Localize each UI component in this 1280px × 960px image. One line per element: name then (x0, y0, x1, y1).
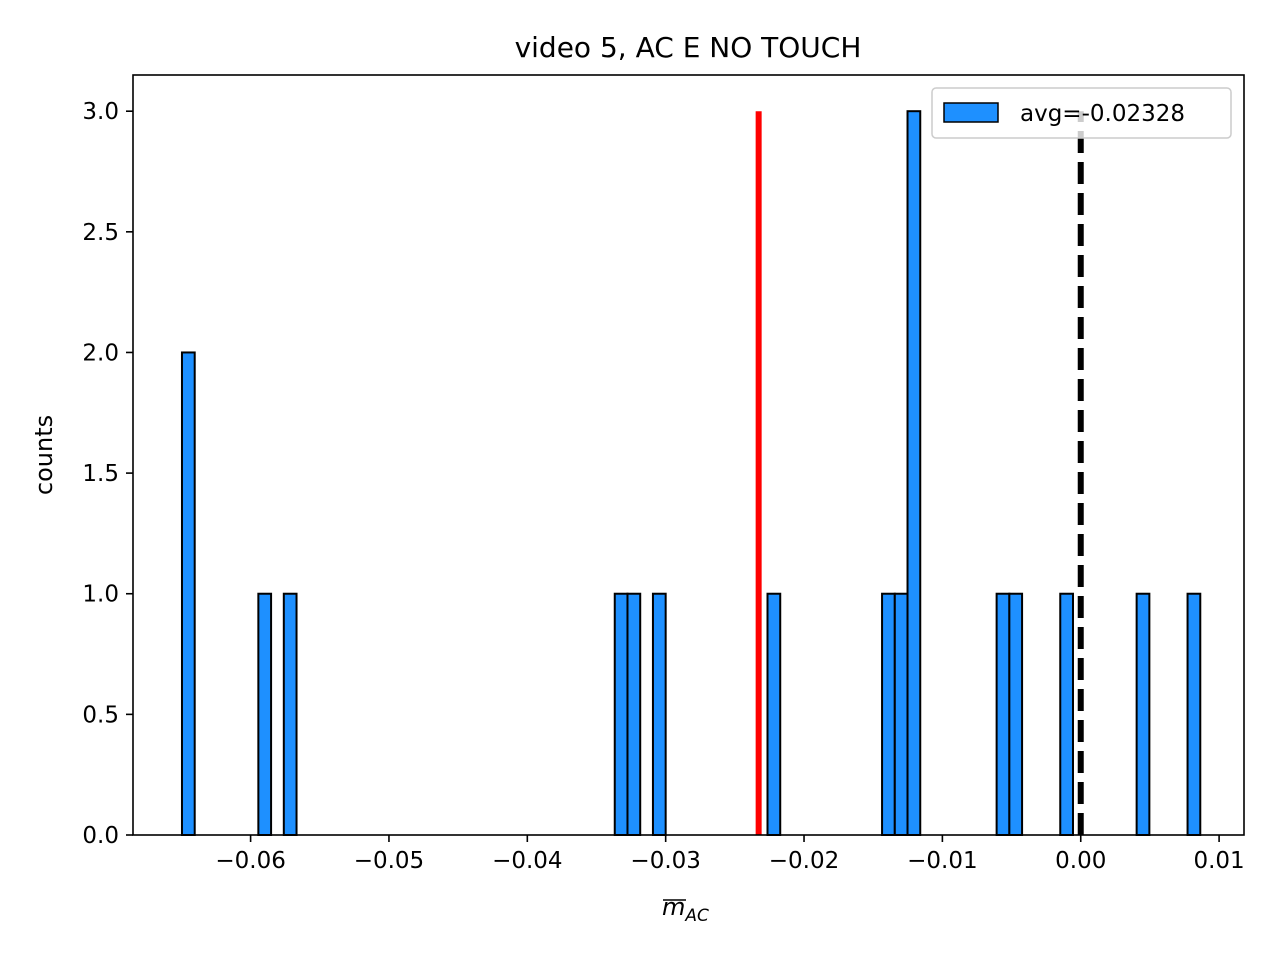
legend-entry-label: avg=-0.02328 (1020, 101, 1185, 127)
histogram-bar (1186, 592, 1202, 836)
histogram-bar (626, 592, 642, 836)
histogram-bar (881, 592, 896, 836)
y-tick-label: 1.5 (82, 461, 119, 487)
histogram-bar (995, 592, 1011, 836)
histogram-bar (1059, 592, 1074, 836)
y-tick-label: 0.0 (82, 823, 119, 849)
histogram-bar (893, 592, 909, 836)
legend: avg=-0.02328 (931, 87, 1232, 139)
y-tick-label: 0.5 (82, 702, 119, 728)
y-tick-label: 1.0 (82, 582, 119, 608)
reference-lines-group (755, 111, 1084, 835)
y-tick-label: 3.0 (82, 99, 119, 125)
legend-swatch (943, 102, 999, 123)
legend-box (931, 87, 1232, 139)
x-tick-label: −0.02 (769, 848, 839, 874)
histogram-bar (180, 351, 196, 836)
y-axis-label: counts (30, 415, 58, 495)
x-tick-label: −0.01 (907, 848, 977, 874)
histogram-bar (651, 592, 667, 836)
x-axis-label-subscript: AC (684, 906, 709, 926)
chart-title: video 5, AC E NO TOUCH (515, 31, 862, 64)
svg-text:mAC: mAC (662, 893, 709, 926)
histogram-bar (906, 110, 922, 836)
y-tick-label: 2.5 (82, 220, 119, 246)
x-tick-label: −0.06 (215, 848, 285, 874)
histogram-bar (257, 592, 273, 836)
x-tick-label: −0.03 (630, 848, 700, 874)
histogram-bar (766, 592, 782, 836)
x-tick-label: 0.00 (1055, 848, 1106, 874)
y-tick-label: 2.0 (82, 340, 119, 366)
histogram-bar (282, 592, 298, 836)
x-tick-label: −0.05 (354, 848, 424, 874)
x-tick-label: −0.04 (492, 848, 562, 874)
x-axis-label-main: m (662, 893, 685, 921)
x-axis-ticks: −0.06 −0.05 −0.04 −0.03 −0.02 −0.01 0.00 0.01 (215, 835, 1245, 874)
histogram-bar (1008, 592, 1024, 836)
histogram-bar (613, 592, 629, 836)
y-axis-ticks: 0.0 0.5 1.0 1.5 2.0 2.5 3.0 (82, 99, 133, 849)
x-axis-label: mAC (662, 893, 709, 926)
x-tick-label: 0.01 (1193, 848, 1244, 874)
histogram-bar (1135, 592, 1151, 836)
plot-frame (132, 74, 1245, 836)
